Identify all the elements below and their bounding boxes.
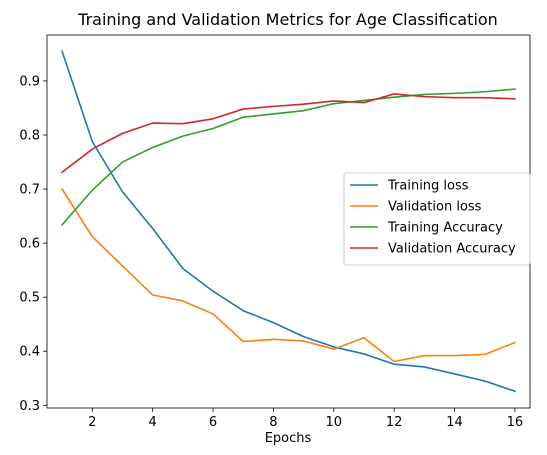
y-tick-label: 0.6 bbox=[19, 237, 40, 252]
x-tick-label: 6 bbox=[209, 415, 217, 430]
legend-label: Validation Accuracy bbox=[388, 242, 516, 257]
chart-title: Training and Validation Metrics for Age … bbox=[77, 10, 498, 29]
legend: Training loss Validation loss Training Acc… bbox=[343, 172, 531, 266]
x-tick-label: 8 bbox=[269, 415, 277, 430]
y-tick-label: 0.8 bbox=[19, 129, 40, 144]
series-line-validation-accuracy bbox=[60, 93, 516, 174]
x-axis-label: Epochs bbox=[265, 431, 312, 446]
series-line-training-accuracy bbox=[60, 88, 516, 226]
y-axis-ticks: 0.3 0.4 0.5 0.6 0.7 0.8 0.9 bbox=[19, 74, 47, 414]
x-tick-label: 12 bbox=[386, 415, 403, 430]
series-line-validation-loss bbox=[60, 187, 516, 363]
x-tick-label: 4 bbox=[149, 415, 157, 430]
y-tick-label: 0.7 bbox=[19, 183, 40, 198]
x-tick-label: 14 bbox=[446, 415, 463, 430]
y-tick-label: 0.4 bbox=[19, 345, 40, 360]
y-tick-label: 0.9 bbox=[19, 74, 40, 89]
x-tick-label: 16 bbox=[507, 415, 524, 430]
x-tick-label: 2 bbox=[88, 415, 96, 430]
x-tick-label: 10 bbox=[326, 415, 343, 430]
y-tick-label: 0.5 bbox=[19, 291, 40, 306]
series-lines bbox=[60, 50, 516, 393]
series-line-training-loss bbox=[61, 50, 516, 393]
legend-box bbox=[343, 172, 531, 266]
y-tick-label: 0.3 bbox=[19, 399, 40, 414]
x-axis-ticks: 2 4 6 8 10 12 14 16 bbox=[88, 408, 523, 430]
legend-label: Validation loss bbox=[388, 200, 482, 215]
legend-label: Training Accuracy bbox=[387, 221, 503, 236]
legend-label: Training loss bbox=[387, 179, 469, 194]
